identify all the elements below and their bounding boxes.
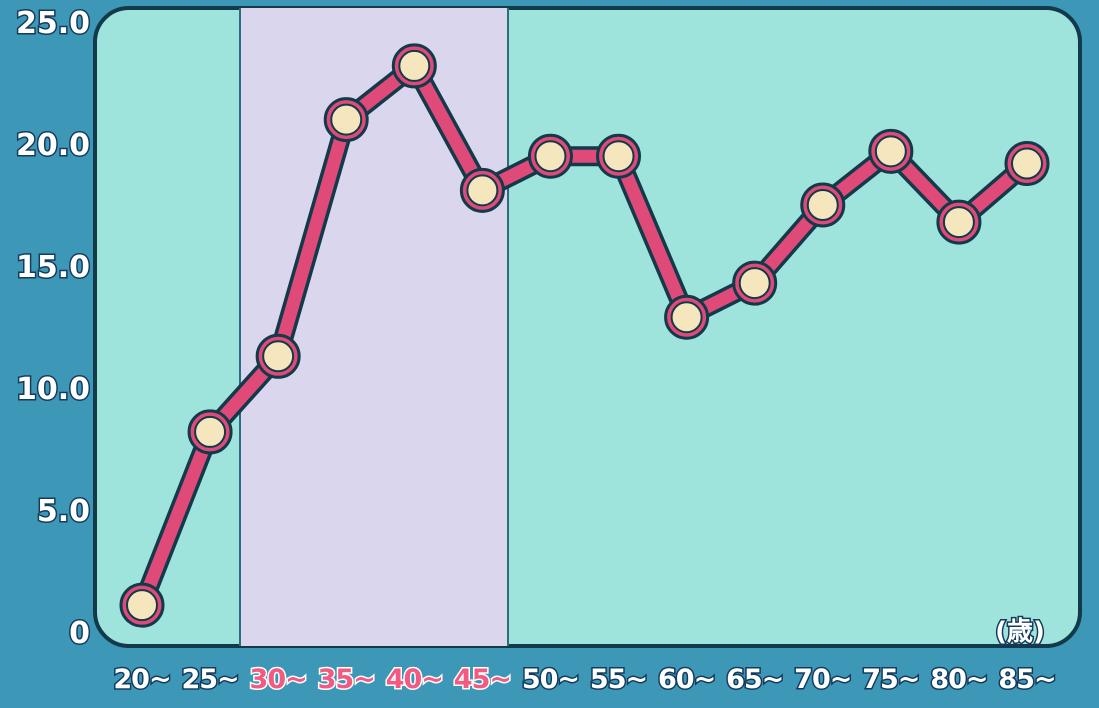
x-tick-label: 60~ xyxy=(658,664,715,695)
data-point xyxy=(126,589,158,622)
data-point xyxy=(602,140,635,173)
series-points xyxy=(119,43,1050,628)
data-point xyxy=(466,174,499,207)
x-axis-ticks: 20~ 25~ 30~ 35~ 40~ 45~ 50~ 55~ 60~ 65~ 70~ 75~ 80~ 8… xyxy=(112,663,1058,697)
x-tick-label: 30~ xyxy=(250,664,307,695)
x-tick-label: 55~ xyxy=(590,664,647,695)
data-point xyxy=(670,301,703,334)
x-tick-label: 70~ xyxy=(794,664,851,695)
y-tick-label: 25.0 xyxy=(16,6,90,41)
data-point xyxy=(738,267,771,300)
x-tick-label: 80~ xyxy=(930,664,987,695)
x-tick-label: 20~ xyxy=(113,664,170,695)
x-tick-label: 40~ xyxy=(386,664,443,695)
data-point xyxy=(942,206,975,239)
x-tick-label: 75~ xyxy=(862,664,919,695)
data-point xyxy=(262,340,295,373)
y-tick-label: 5.0 xyxy=(37,494,90,529)
x-tick-label: 45~ xyxy=(454,664,511,695)
y-tick-label: 20.0 xyxy=(16,128,90,163)
data-point xyxy=(534,140,567,173)
data-point xyxy=(806,189,839,221)
x-tick-label: 65~ xyxy=(726,664,783,695)
y-tick-label: 10.0 xyxy=(16,372,90,407)
data-point xyxy=(398,49,431,82)
y-tick-label: 0 xyxy=(69,616,90,651)
x-tick-label: 25~ xyxy=(181,664,238,695)
data-point xyxy=(1011,147,1043,180)
x-tick-label: 35~ xyxy=(318,664,375,695)
x-tick-label: 50~ xyxy=(522,664,579,695)
data-point xyxy=(194,415,227,448)
y-tick-label: 15.0 xyxy=(16,250,90,285)
data-point xyxy=(330,103,363,136)
data-point xyxy=(874,135,907,168)
y-axis-ticks: 0 5.0 10.0 15.0 20.0 25.0 xyxy=(14,5,91,653)
x-tick-label: 85~ xyxy=(998,664,1055,695)
x-unit-label: (歳) xyxy=(995,617,1045,647)
